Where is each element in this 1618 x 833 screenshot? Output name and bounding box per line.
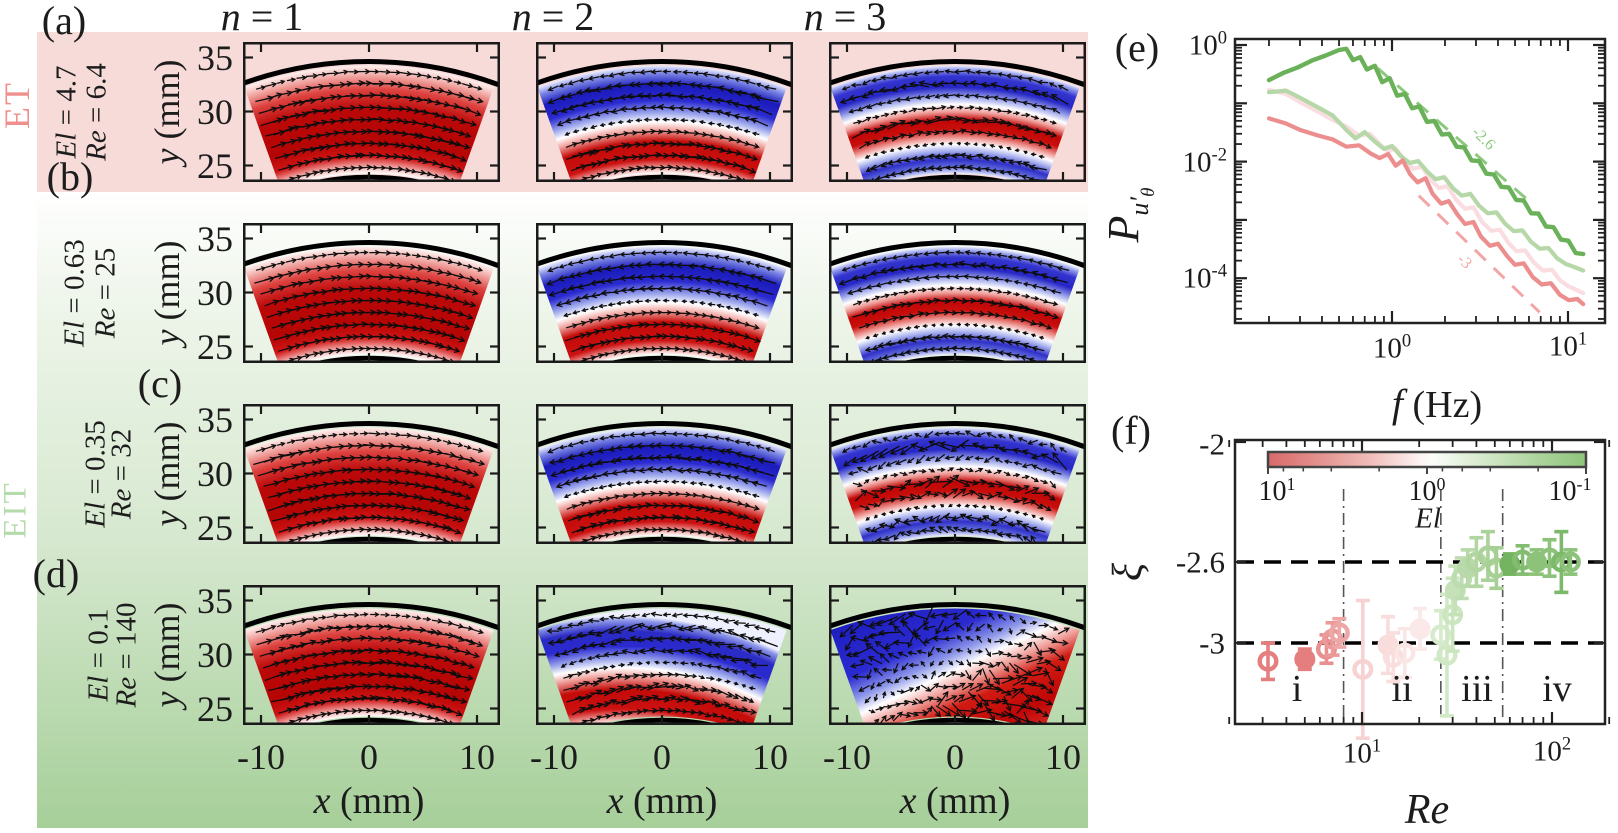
colorbar — [1266, 450, 1588, 474]
xtick-c1--10: -10 — [237, 737, 285, 777]
row-d-re-label: Re = 140 — [110, 602, 143, 708]
regime-label-eit: EIT — [0, 481, 34, 539]
data-point — [1559, 548, 1581, 576]
y-axis-label-d: y (mm) — [147, 602, 187, 708]
xtick-c2--10: -10 — [530, 737, 578, 777]
ytick-b-30: 30 — [197, 272, 233, 313]
data-point — [1257, 641, 1279, 682]
row-a-el-label: El = 4.7 — [50, 65, 83, 159]
ytick-b-35: 35 — [197, 218, 233, 259]
ytick-a-35: 35 — [197, 37, 233, 78]
scatter-xlabel: Re — [1404, 787, 1450, 833]
row-b-re-label: Re = 25 — [89, 247, 122, 339]
flow-panel-b2 — [536, 223, 793, 363]
row-c-re-label: Re = 32 — [105, 428, 138, 520]
scatter-ytick-2: -3 — [1199, 625, 1225, 661]
scatter-xtick-0: 101 — [1342, 735, 1382, 770]
scatter-ytick-0: -2 — [1199, 426, 1225, 462]
spectra-ytick-0: 100 — [1188, 27, 1227, 62]
ytick-d-25: 25 — [197, 688, 233, 729]
spectrum-curve-0 — [1266, 87, 1586, 296]
regime-label-et: ET — [0, 81, 37, 129]
column-header-n2: n = 2 — [511, 0, 595, 39]
scatter-plot — [1228, 438, 1611, 740]
xtick-c1-0: 0 — [360, 737, 378, 777]
row-d-el-label: El = 0.1 — [82, 608, 115, 702]
xtick-c2-0: 0 — [653, 737, 671, 777]
data-point — [1294, 647, 1316, 672]
data-point — [1538, 537, 1560, 578]
data-point — [1409, 606, 1431, 651]
panel-label-e: (e) — [1114, 25, 1160, 70]
scatter-xtick-1: 102 — [1532, 733, 1572, 768]
scatter-ytick-1: -2.6 — [1175, 544, 1225, 580]
slope-guide--2.6 — [1376, 67, 1529, 202]
ytick-d-30: 30 — [197, 634, 233, 675]
xtick-c1-10: 10 — [459, 737, 495, 777]
panel-label-c: (c) — [137, 361, 183, 406]
xtick-c3-10: 10 — [1045, 737, 1081, 777]
panel-label-d: (d) — [32, 551, 80, 596]
region-label-i: i — [1291, 668, 1303, 710]
x-axis-label-c3: x (mm) — [899, 780, 1011, 822]
spectra-plot — [1233, 37, 1607, 325]
data-point — [1382, 631, 1404, 684]
flow-panel-b3 — [829, 223, 1086, 363]
flow-panel-a2 — [536, 42, 793, 182]
ytick-c-35: 35 — [197, 399, 233, 440]
ytick-b-25: 25 — [197, 326, 233, 367]
data-point — [1394, 627, 1416, 680]
column-header-n1: n = 1 — [220, 0, 304, 39]
flow-panel-c2 — [536, 404, 793, 544]
spectrum-curve-2 — [1266, 116, 1586, 307]
xtick-c2-10: 10 — [752, 737, 788, 777]
colorbar-tick-left: 101 — [1258, 473, 1296, 508]
colorbar-label: El — [1415, 502, 1441, 535]
colorbar-tick-mid: 100 — [1408, 473, 1446, 508]
panel-label-f: (f) — [1111, 408, 1151, 453]
ytick-a-30: 30 — [197, 91, 233, 132]
spectra-xtick-0: 100 — [1372, 330, 1412, 365]
y-axis-label-b: y (mm) — [147, 240, 187, 346]
panel-label-b: (b) — [46, 154, 94, 199]
ytick-a-25: 25 — [197, 145, 233, 186]
flow-panel-c3 — [829, 404, 1086, 544]
spectrum-curve-3 — [1266, 46, 1586, 257]
panel-label-a: (a) — [41, 0, 87, 43]
spectra-xlabel: f (Hz) — [1391, 381, 1483, 426]
ytick-d-35: 35 — [197, 580, 233, 621]
spectra-ylabel: Pu′θ — [1099, 187, 1159, 243]
flow-panel-a1 — [243, 42, 500, 182]
ytick-c-25: 25 — [197, 507, 233, 548]
ytick-c-30: 30 — [197, 453, 233, 494]
spectra-ytick-2: 10-4 — [1182, 260, 1227, 295]
xtick-c3--10: -10 — [823, 737, 871, 777]
spectra-xtick-1: 101 — [1548, 328, 1588, 363]
row-b-el-label: El = 0.63 — [58, 239, 91, 347]
spectrum-curve-1 — [1266, 88, 1586, 273]
region-label-iii: iii — [1461, 668, 1493, 710]
flow-panel-d1 — [243, 585, 500, 725]
region-label-ii: ii — [1391, 668, 1413, 710]
flow-panel-b1 — [243, 223, 500, 363]
flow-panel-a3 — [829, 42, 1086, 182]
column-header-n3: n = 3 — [803, 0, 887, 39]
x-axis-label-c1: x (mm) — [313, 780, 425, 822]
colorbar-tick-right: 10-1 — [1548, 473, 1592, 508]
y-axis-label-a: y (mm) — [147, 59, 187, 165]
region-label-iv: iv — [1542, 668, 1572, 710]
flow-panel-d2 — [536, 585, 793, 725]
slope-guide--3 — [1417, 194, 1541, 314]
flow-panel-d3 — [829, 585, 1086, 725]
row-a-re-label: Re = 6.4 — [80, 63, 113, 161]
data-point — [1328, 616, 1350, 649]
x-axis-label-c2: x (mm) — [606, 780, 718, 822]
y-axis-label-c: y (mm) — [147, 421, 187, 527]
scatter-ylabel: ξ — [1105, 563, 1151, 581]
xtick-c3-0: 0 — [946, 737, 964, 777]
spectra-ytick-1: 10-2 — [1182, 144, 1227, 179]
flow-panel-c1 — [243, 404, 500, 544]
